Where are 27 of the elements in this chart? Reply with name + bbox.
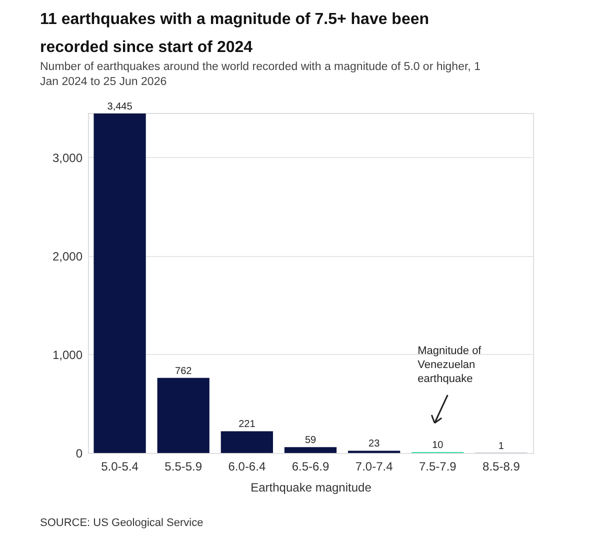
y-tick-label: 0 — [76, 446, 83, 460]
data-label: 59 — [304, 435, 316, 446]
x-axis-title: Earthquake magnitude — [250, 480, 372, 494]
data-label: 1 — [498, 440, 504, 452]
x-tick-label: 5.0-5.4 — [101, 460, 139, 474]
bar — [220, 431, 273, 453]
x-tick-label: 8.5-8.9 — [482, 460, 520, 474]
x-tick-label: 5.5-5.9 — [164, 460, 202, 474]
x-tick-label: 6.0-6.4 — [228, 460, 266, 474]
source-note: SOURCE: US Geological Service — [40, 517, 204, 529]
x-tick-label: 7.5-7.9 — [418, 460, 457, 474]
annotation: Magnitude of Venezuelan earthquake — [418, 345, 482, 385]
bar — [284, 447, 337, 453]
x-tick-label: 6.5-6.9 — [292, 460, 330, 474]
chart-title: 11 earthquakes with a magnitude of 7.5+ have been recorded since start of 2024 — [40, 10, 430, 56]
y-tick-label: 3,000 — [52, 150, 83, 165]
x-tick-label: 7.0-7.4 — [355, 460, 394, 474]
chart-subtitle: Number of earthquakes around the world recorded with a magnitude of 5.0 or higher, 1 Jan 2024 to 25 Jun 2026 — [40, 60, 480, 88]
data-label: 23 — [368, 438, 380, 450]
y-tick-label: 2,000 — [52, 249, 83, 264]
data-label: 762 — [175, 366, 192, 377]
data-label: 10 — [432, 440, 444, 452]
data-label: 221 — [238, 419, 256, 430]
bar — [94, 113, 146, 453]
y-tick-label: 1,000 — [52, 348, 83, 362]
bar — [157, 378, 210, 453]
data-label: 3,445 — [107, 101, 133, 112]
